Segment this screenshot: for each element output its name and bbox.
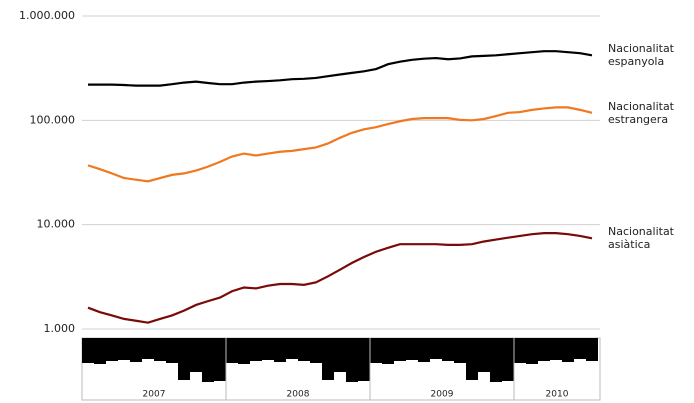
series-line — [88, 50, 593, 87]
strip-bar — [466, 338, 478, 380]
strip-bar — [490, 338, 502, 382]
series-label: Nacionalitat estrangera — [608, 99, 674, 126]
strip-bar — [82, 338, 94, 363]
strip-bar — [262, 338, 274, 360]
strip-bar — [418, 338, 430, 362]
strip-bar — [154, 338, 166, 361]
strip-bar — [430, 338, 442, 359]
year-label: 2010 — [546, 390, 569, 400]
strip-bar — [394, 338, 406, 361]
strip-bar — [142, 338, 154, 359]
y-tick-label: 1.000.000 — [19, 9, 75, 22]
strip-bar — [538, 338, 550, 361]
year-label: 2007 — [143, 390, 166, 400]
strip-bar — [454, 338, 466, 363]
y-tick-label: 1.000 — [44, 322, 76, 335]
strip-bar — [550, 338, 562, 360]
strip-bar — [382, 338, 394, 364]
strip-bar — [118, 338, 130, 360]
strip-bar — [238, 338, 250, 364]
strip-bar — [346, 338, 358, 382]
strip-bar — [130, 338, 142, 362]
strip-bar — [406, 338, 418, 360]
series-label: Nacionalitat espanyola — [608, 42, 674, 69]
strip-bar — [322, 338, 334, 380]
strip-bar — [310, 338, 322, 363]
strip-bar — [370, 338, 382, 363]
strip-bar — [502, 338, 514, 381]
strip-bar — [334, 338, 346, 372]
y-tick-label: 100.000 — [30, 113, 76, 126]
strip-bar — [286, 338, 298, 359]
strip-bar — [214, 338, 226, 381]
strip-bar — [226, 338, 238, 363]
year-label: 2009 — [431, 390, 454, 400]
strip-bar — [586, 338, 598, 361]
strip-bar — [358, 338, 370, 381]
strip-bar — [562, 338, 574, 362]
strip-bar — [202, 338, 214, 382]
series-label: Nacionalitat asiàtica — [608, 225, 674, 252]
strip-bar — [442, 338, 454, 361]
strip-bar — [298, 338, 310, 361]
strip-bar — [526, 338, 538, 364]
strip-bar — [166, 338, 178, 363]
series-line — [87, 232, 593, 324]
y-tick-label: 10.000 — [37, 218, 76, 231]
strip-bar — [250, 338, 262, 361]
strip-bar — [574, 338, 586, 359]
strip-bar — [94, 338, 106, 364]
strip-bar — [478, 338, 490, 372]
strip-bar — [274, 338, 286, 362]
year-label: 2008 — [287, 390, 310, 400]
strip-bar — [190, 338, 202, 372]
strip-bar — [106, 338, 118, 361]
strip-bar — [514, 338, 526, 363]
strip-bar — [178, 338, 190, 380]
series-line — [87, 106, 593, 183]
